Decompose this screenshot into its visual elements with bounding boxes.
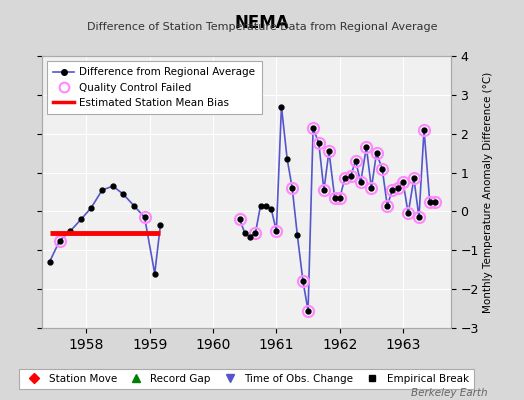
Text: Difference of Station Temperature Data from Regional Average: Difference of Station Temperature Data f… bbox=[87, 22, 437, 32]
Text: NEMA: NEMA bbox=[235, 14, 289, 32]
Legend: Station Move, Record Gap, Time of Obs. Change, Empirical Break: Station Move, Record Gap, Time of Obs. C… bbox=[19, 368, 474, 389]
Text: Berkeley Earth: Berkeley Earth bbox=[411, 388, 487, 398]
Y-axis label: Monthly Temperature Anomaly Difference (°C): Monthly Temperature Anomaly Difference (… bbox=[483, 71, 493, 313]
